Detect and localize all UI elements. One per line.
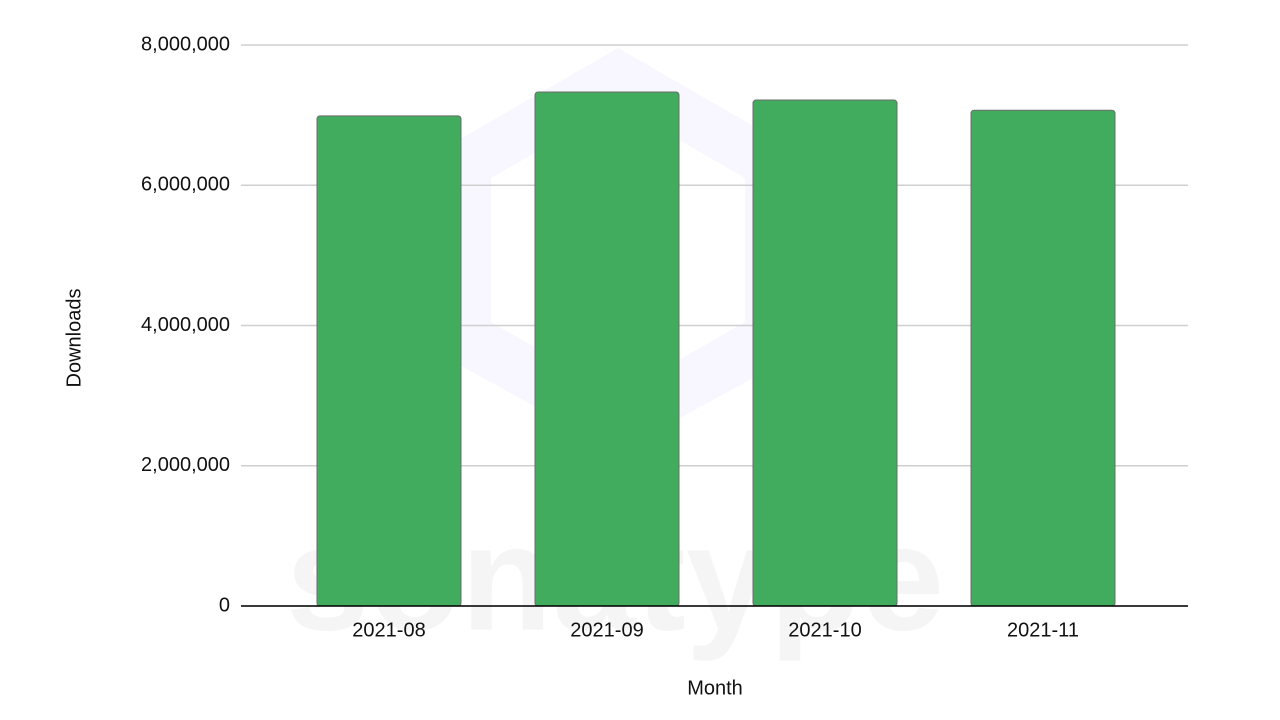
y-axis-label: Downloads (63, 289, 85, 388)
x-axis-label: Month (687, 677, 743, 699)
y-tick-label: 0 (219, 594, 230, 616)
bar (752, 99, 898, 607)
bar (970, 109, 1116, 607)
x-tick-label: 2021-11 (1007, 619, 1079, 641)
bar (534, 91, 680, 607)
bar (316, 115, 462, 607)
y-tick-label: 6,000,000 (141, 174, 230, 196)
x-tick-label: 2021-08 (352, 619, 425, 641)
y-tick-label: 2,000,000 (141, 454, 230, 476)
y-tick-label: 4,000,000 (141, 314, 230, 336)
y-tick-label: 8,000,000 (141, 33, 230, 55)
x-tick-label: 2021-09 (570, 619, 643, 641)
x-tick-label: 2021-10 (788, 619, 861, 641)
